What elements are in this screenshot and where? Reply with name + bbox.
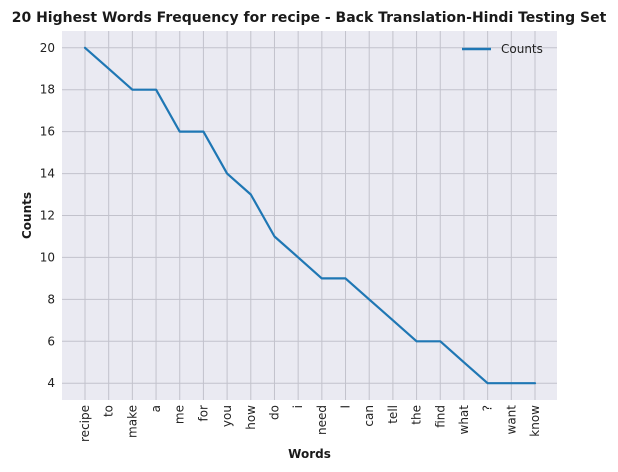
y-axis-label: Counts xyxy=(20,192,34,239)
x-tick-label: I xyxy=(339,405,353,409)
x-tick-label: want xyxy=(504,405,518,435)
y-tick-label: 14 xyxy=(40,167,55,181)
y-tick-label: 6 xyxy=(47,334,55,348)
x-tick-label: a xyxy=(149,405,163,412)
x-tick-label: the xyxy=(410,405,424,425)
x-tick-label: you xyxy=(220,405,234,427)
x-tick-label: do xyxy=(267,405,281,420)
y-tick-label: 16 xyxy=(40,125,55,139)
x-axis-label: Words xyxy=(288,447,331,461)
x-tick-label: recipe xyxy=(78,405,92,442)
x-tick-label: need xyxy=(315,405,329,435)
x-tick-label: how xyxy=(244,405,258,430)
x-tick-label: can xyxy=(362,405,376,427)
x-tick-label: to xyxy=(102,405,116,417)
legend: Counts xyxy=(462,42,543,56)
grid-lines xyxy=(62,31,557,400)
x-tick-label: for xyxy=(196,405,210,422)
x-tick-label: what xyxy=(457,405,471,435)
x-tick-label: make xyxy=(125,405,139,438)
series-line-counts xyxy=(83,46,537,385)
x-tick-label: find xyxy=(433,405,447,428)
x-tick-label: know xyxy=(528,405,542,437)
x-tick-label: i xyxy=(291,405,305,408)
x-tick-label: tell xyxy=(386,405,400,424)
chart-title: 20 Highest Words Frequency for recipe - … xyxy=(12,10,607,26)
series-lines xyxy=(83,46,537,385)
y-tick-label: 4 xyxy=(47,376,55,390)
y-tick-label: 18 xyxy=(40,83,55,97)
y-tick-labels: 4 6 8 10 12 14 16 18 20 xyxy=(40,41,55,390)
x-tick-label: me xyxy=(173,405,187,424)
y-tick-label: 10 xyxy=(40,250,55,264)
x-tick-label: ? xyxy=(481,405,495,411)
y-tick-label: 20 xyxy=(40,41,55,55)
y-tick-label: 12 xyxy=(40,209,55,223)
y-tick-label: 8 xyxy=(47,292,55,306)
legend-label-counts: Counts xyxy=(501,42,543,56)
